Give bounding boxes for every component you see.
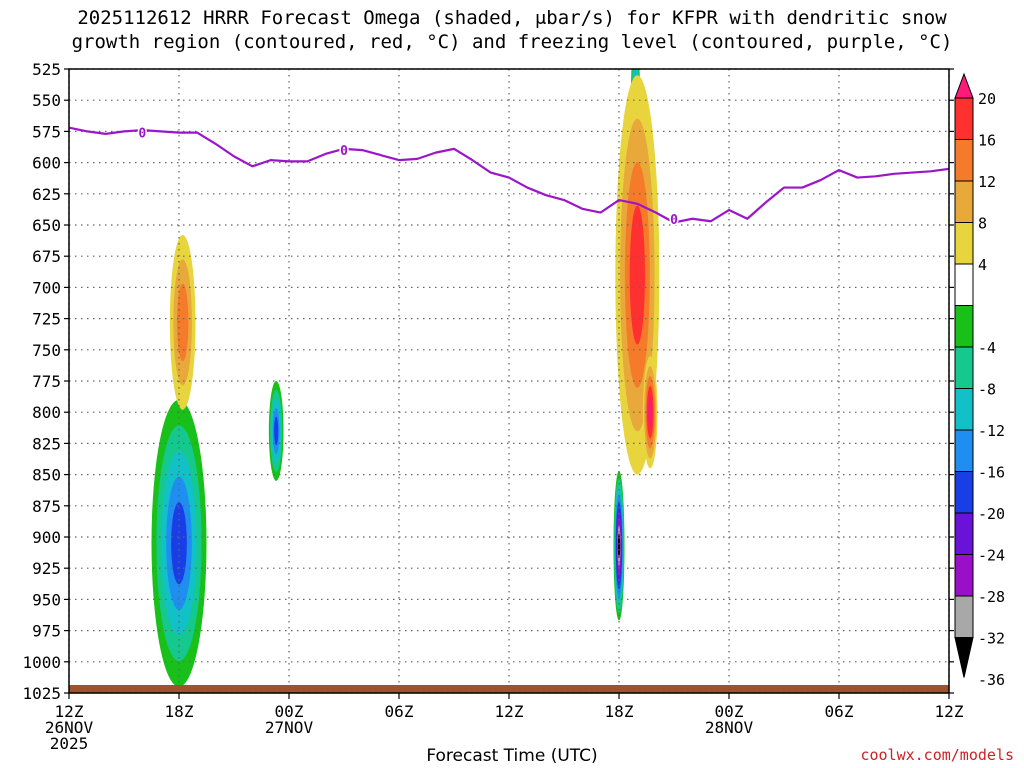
freezing-level-label: 0 <box>138 127 146 142</box>
x-tick-label: 27NOV <box>265 718 314 737</box>
x-tick-label: 18Z <box>165 702 194 721</box>
y-tick-label: 1000 <box>22 653 61 672</box>
omega-contour-band <box>617 533 621 559</box>
omega-cell <box>642 356 658 469</box>
y-tick-label: 675 <box>32 247 61 266</box>
y-tick-label: 925 <box>32 559 61 578</box>
colorbar-segment <box>954 97 974 140</box>
colorbar-label: -36 <box>978 671 1005 689</box>
x-tick-label: 00Z <box>715 702 744 721</box>
omega-cell <box>613 470 625 621</box>
x-tick-label: 12Z <box>55 702 84 721</box>
omega-contour-band <box>648 396 653 429</box>
colorbar-segment <box>954 263 974 306</box>
freezing-level-label: 0 <box>340 144 348 159</box>
colorbar-segment <box>954 139 974 182</box>
site-credit: coolwx.com/models <box>860 746 1014 764</box>
y-tick-label: 600 <box>32 154 61 173</box>
colorbar-segment <box>954 554 974 597</box>
colorbar-segment <box>954 222 974 265</box>
colorbar-segment <box>954 595 974 638</box>
y-tick-label: 775 <box>32 372 61 391</box>
colorbar-label: -8 <box>978 381 996 399</box>
y-tick-label: 800 <box>32 403 61 422</box>
x-tick-label: 12Z <box>495 702 524 721</box>
colorbar-segment <box>954 388 974 431</box>
colorbar-segment <box>954 305 974 348</box>
colorbar-label: -24 <box>978 547 1005 565</box>
y-tick-label: 850 <box>32 466 61 485</box>
y-tick-label: 700 <box>32 278 61 297</box>
omega-cell <box>268 381 284 481</box>
y-tick-label: 625 <box>32 185 61 204</box>
y-tick-label: 1025 <box>22 684 61 703</box>
colorbar-legend: 20 16 12 8 4 -4 -8 -12 -16 -20 -24 -28 -32 -36 <box>954 72 1005 689</box>
y-tick-label: 875 <box>32 497 61 516</box>
freezing-level-line <box>69 126 949 224</box>
omega-contour-band <box>629 205 645 345</box>
colorbar-segment <box>954 471 974 514</box>
title-line-1: 2025112612 HRRR Forecast Omega (shaded, … <box>77 7 947 29</box>
x-tick-label: 28NOV <box>705 718 754 737</box>
colorbar-label: 16 <box>978 132 996 150</box>
y-axis: 525 550 575 600 625 650 675 700 725 750 775 800 825 8… <box>22 60 954 703</box>
colorbar-segment <box>954 180 974 223</box>
colorbar-label: -12 <box>978 422 1005 440</box>
y-tick-label: 725 <box>32 310 61 329</box>
y-tick-label: 975 <box>32 622 61 641</box>
colorbar-segment <box>954 72 974 99</box>
x-tick-label: 06Z <box>385 702 414 721</box>
colorbar-label: 12 <box>978 173 996 191</box>
colorbar-segment <box>954 637 974 678</box>
colorbar-label: -32 <box>978 630 1005 648</box>
colorbar-label: -20 <box>978 505 1005 523</box>
y-tick-label: 525 <box>32 60 61 79</box>
x-axis-title: Forecast Time (UTC) <box>426 746 598 766</box>
colorbar-label: 8 <box>978 215 987 233</box>
ground-terrain <box>69 685 949 693</box>
x-tick-label: 18Z <box>605 702 634 721</box>
omega-contour-band <box>274 416 279 446</box>
colorbar-segment <box>954 429 974 472</box>
colorbar-segment <box>954 346 974 389</box>
y-tick-label: 750 <box>32 341 61 360</box>
x-tick-label: 00Z <box>275 702 304 721</box>
x-tick-label: 06Z <box>825 702 854 721</box>
y-tick-label: 575 <box>32 122 61 141</box>
y-tick-label: 900 <box>32 528 61 547</box>
y-tick-label: 950 <box>32 590 61 609</box>
y-tick-label: 550 <box>32 91 61 110</box>
y-tick-label: 825 <box>32 434 61 453</box>
colorbar-label: -16 <box>978 464 1005 482</box>
freezing-level-contour: 0 0 0 <box>69 125 949 229</box>
x-tick-label: 12Z <box>935 702 964 721</box>
colorbar-label: -28 <box>978 588 1005 606</box>
colorbar-segment <box>954 512 974 555</box>
omega-contour-band <box>176 283 189 362</box>
omega-cell <box>169 234 196 410</box>
colorbar-label: -4 <box>978 339 996 357</box>
colorbar-label: 4 <box>978 256 987 274</box>
chart-title: 2025112612 HRRR Forecast Omega (shaded, … <box>0 6 1024 54</box>
freezing-level-label: 0 <box>670 213 678 228</box>
y-tick-label: 650 <box>32 216 61 235</box>
colorbar-label: 20 <box>978 90 996 108</box>
omega-shading <box>151 69 660 687</box>
x-tick-label: 26NOV <box>45 718 94 737</box>
x-tick-label: 2025 <box>50 734 89 753</box>
title-line-2: growth region (contoured, red, °C) and f… <box>71 31 953 53</box>
